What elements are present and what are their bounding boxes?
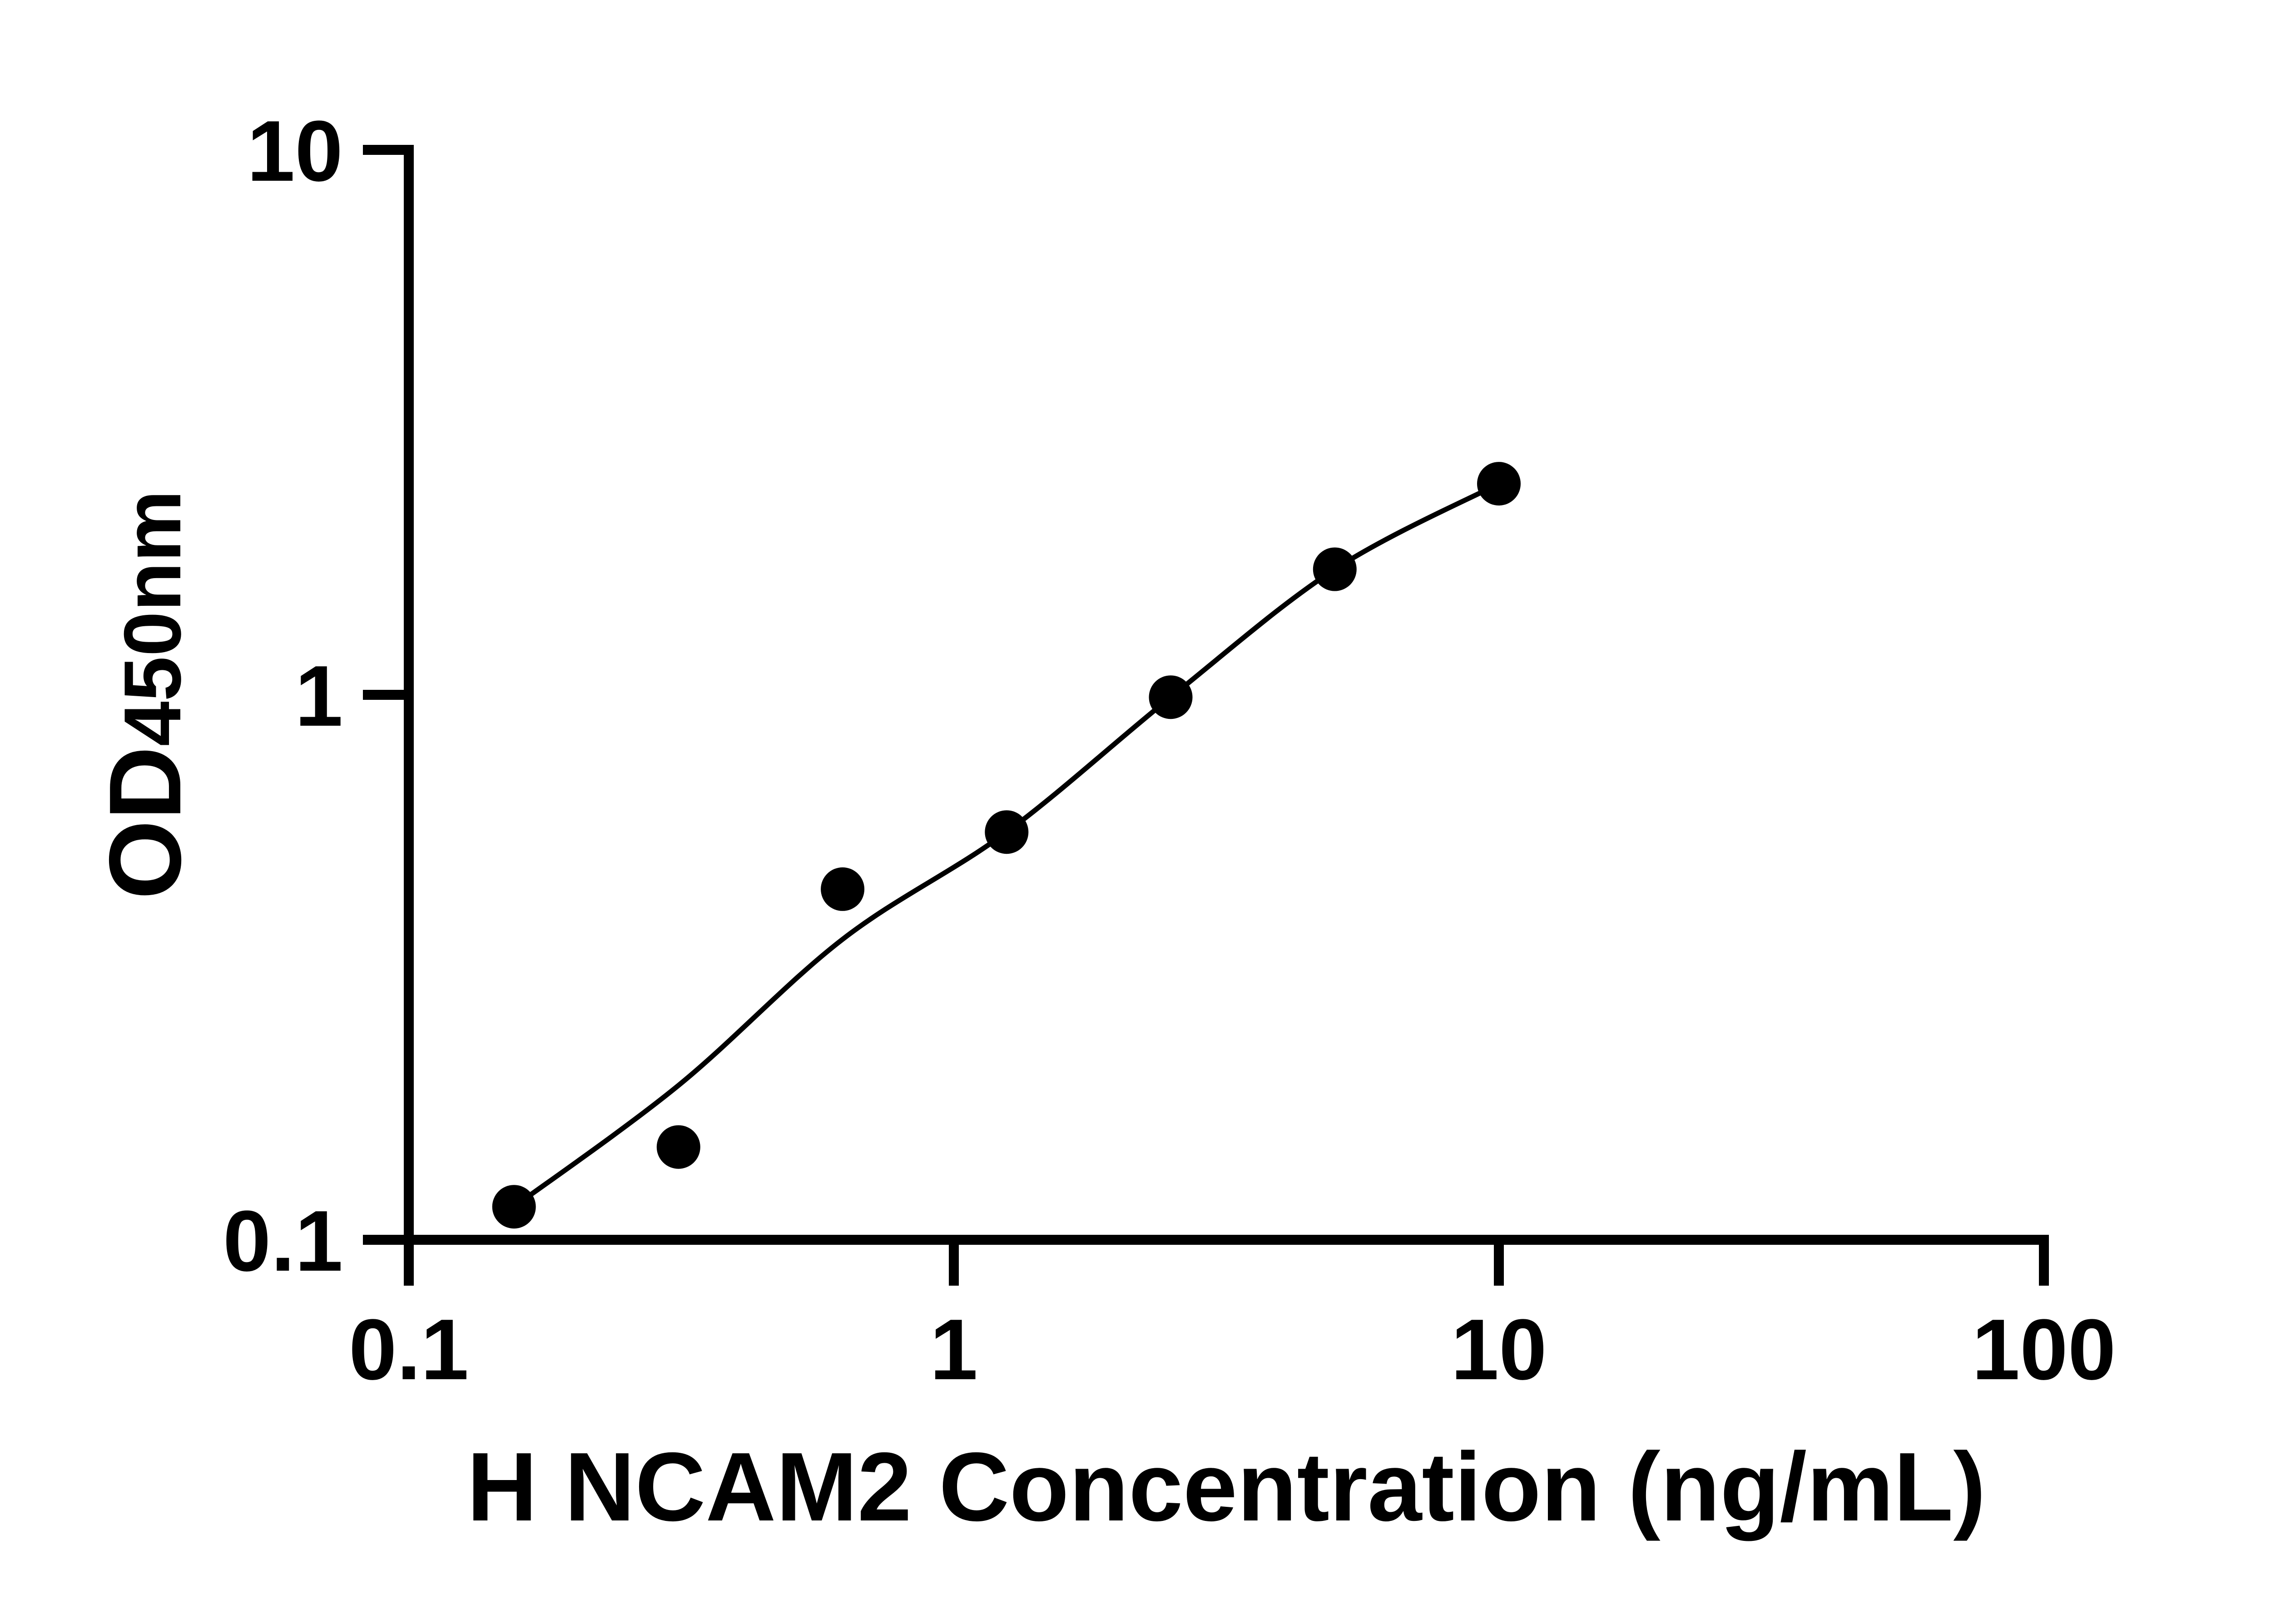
- data-point: [1313, 547, 1357, 591]
- data-point: [985, 810, 1029, 854]
- x-axis-title: H NCAM2 Concentration (ng/mL): [467, 1432, 1986, 1541]
- y-axis-title-sub: 450nm: [107, 490, 198, 746]
- y-tick-label: 10: [247, 103, 343, 199]
- y-tick-label: 0.1: [223, 1193, 343, 1289]
- data-point: [1149, 675, 1193, 719]
- tick-labels: 0.1 1 10 0.1 1 10 100: [223, 103, 2116, 1398]
- data-point: [492, 1185, 536, 1229]
- data-point: [656, 1125, 700, 1169]
- y-axis-title-main: OD: [88, 746, 202, 900]
- y-tick-label: 1: [295, 648, 343, 744]
- y-axis-title: OD450nm: [88, 490, 202, 900]
- x-tick-label: 10: [1451, 1302, 1547, 1398]
- axis-ticks: [363, 145, 2049, 1286]
- data-points-layer: [492, 462, 1521, 1229]
- x-tick-label: 1: [930, 1302, 978, 1398]
- data-point: [821, 867, 865, 911]
- data-point: [1477, 462, 1521, 506]
- x-tick-label: 0.1: [349, 1302, 469, 1398]
- x-tick-label: 100: [1972, 1302, 2116, 1398]
- axes: [404, 145, 2049, 1245]
